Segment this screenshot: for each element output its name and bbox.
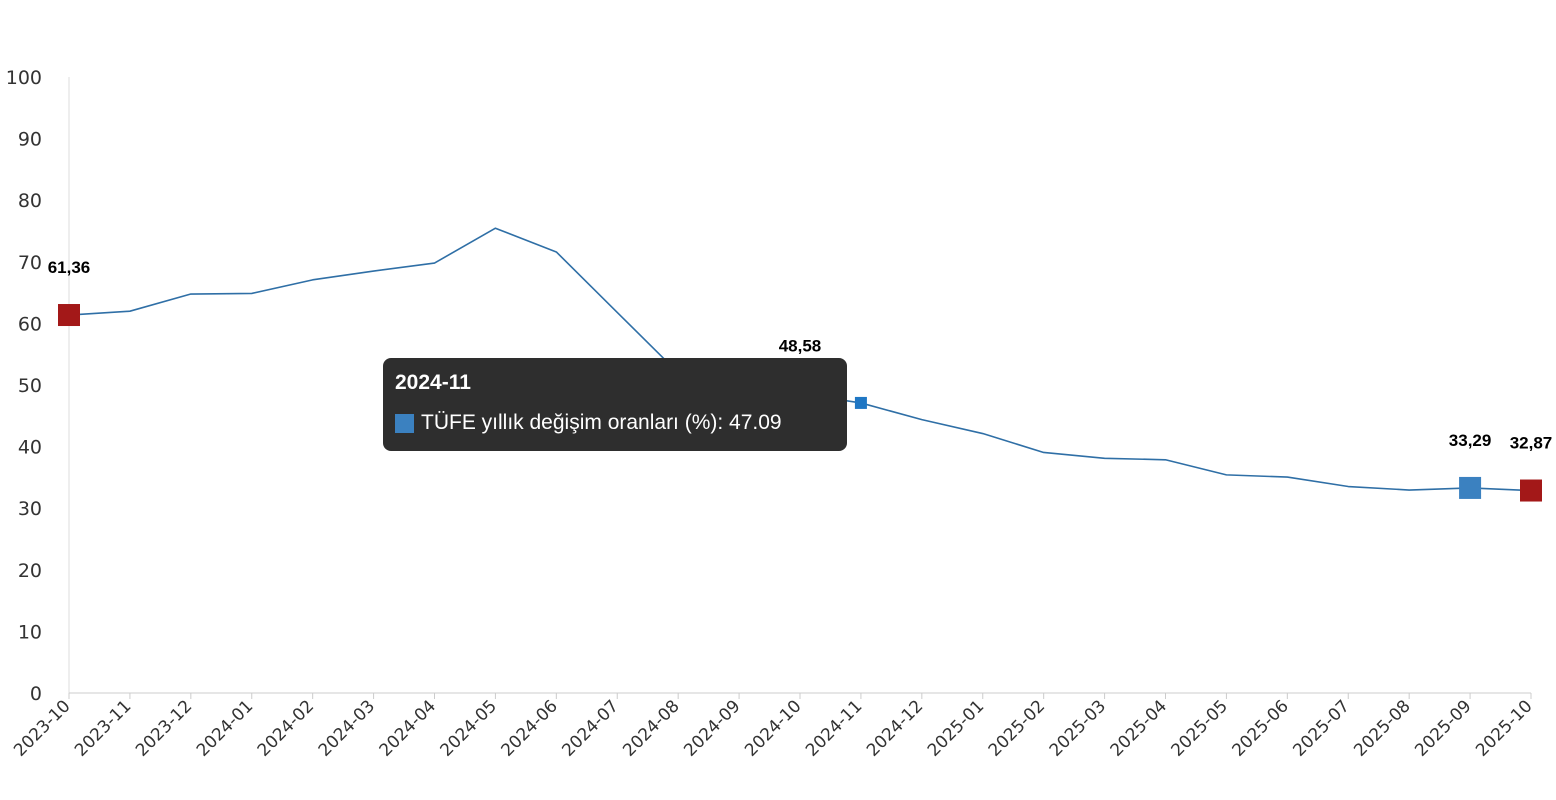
tooltip-series-swatch (395, 413, 414, 433)
x-tick-label: 2025-02 (985, 696, 1049, 760)
x-tick-label: 2023-11 (71, 696, 135, 760)
x-tick-label: 2024-02 (254, 696, 318, 760)
x-tick-label: 2025-04 (1107, 696, 1171, 760)
x-tick-label: 2024-09 (680, 696, 744, 760)
y-tick-label: 40 (18, 437, 42, 459)
y-tick-label: 10 (18, 621, 42, 643)
data-label: 33,29 (1449, 431, 1492, 450)
x-tick-label: 2023-12 (132, 696, 196, 760)
x-tick-label: 2025-06 (1229, 696, 1293, 760)
y-tick-label: 20 (18, 560, 42, 582)
x-tick-label: 2025-01 (924, 696, 988, 760)
x-tick-label: 2024-12 (863, 696, 927, 760)
y-tick-label: 50 (18, 375, 42, 397)
highlight-marker (1520, 479, 1542, 502)
highlight-marker (58, 304, 80, 327)
data-label: 61,36 (48, 258, 91, 277)
x-tick-label: 2025-09 (1411, 696, 1475, 760)
y-tick-label: 30 (18, 498, 42, 520)
y-tick-label: 70 (18, 252, 42, 274)
x-tick-label: 2024-11 (802, 696, 866, 760)
tooltip-series-value: TÜFE yıllık değişim oranları (%): 47.09 (421, 411, 782, 434)
hover-marker (854, 396, 867, 409)
x-tick-label: 2025-05 (1168, 696, 1232, 760)
x-tick-label: 2024-06 (498, 696, 562, 760)
x-tick-label: 2024-03 (315, 696, 379, 760)
x-tick-label: 2025-03 (1046, 696, 1110, 760)
hover-tooltip: 2024-11 TÜFE yıllık değişim oranları (%)… (383, 358, 847, 451)
x-tick-label: 2025-08 (1350, 696, 1414, 760)
y-tick-label: 0 (30, 683, 42, 705)
x-tick-label: 2024-01 (193, 696, 257, 760)
data-label: 32,87 (1510, 434, 1553, 453)
y-tick-label: 90 (18, 129, 42, 151)
y-tick-label: 100 (6, 67, 42, 89)
x-tick-label: 2023-10 (10, 696, 74, 760)
x-tick-label: 2025-10 (1472, 696, 1536, 760)
x-tick-label: 2024-08 (619, 696, 683, 760)
highlight-marker (1459, 476, 1482, 499)
x-tick-label: 2024-04 (376, 696, 440, 760)
tooltip-row: TÜFE yıllık değişim oranları (%): 47.09 (395, 410, 835, 436)
x-tick-label: 2024-07 (558, 696, 622, 760)
tooltip-title: 2024-11 (395, 371, 471, 394)
y-tick-label: 80 (18, 190, 42, 212)
data-label: 48,58 (779, 337, 822, 356)
y-tick-label: 60 (18, 313, 42, 335)
x-tick-label: 2024-05 (437, 696, 501, 760)
x-tick-label: 2025-07 (1289, 696, 1353, 760)
x-tick-label: 2024-10 (741, 696, 805, 760)
